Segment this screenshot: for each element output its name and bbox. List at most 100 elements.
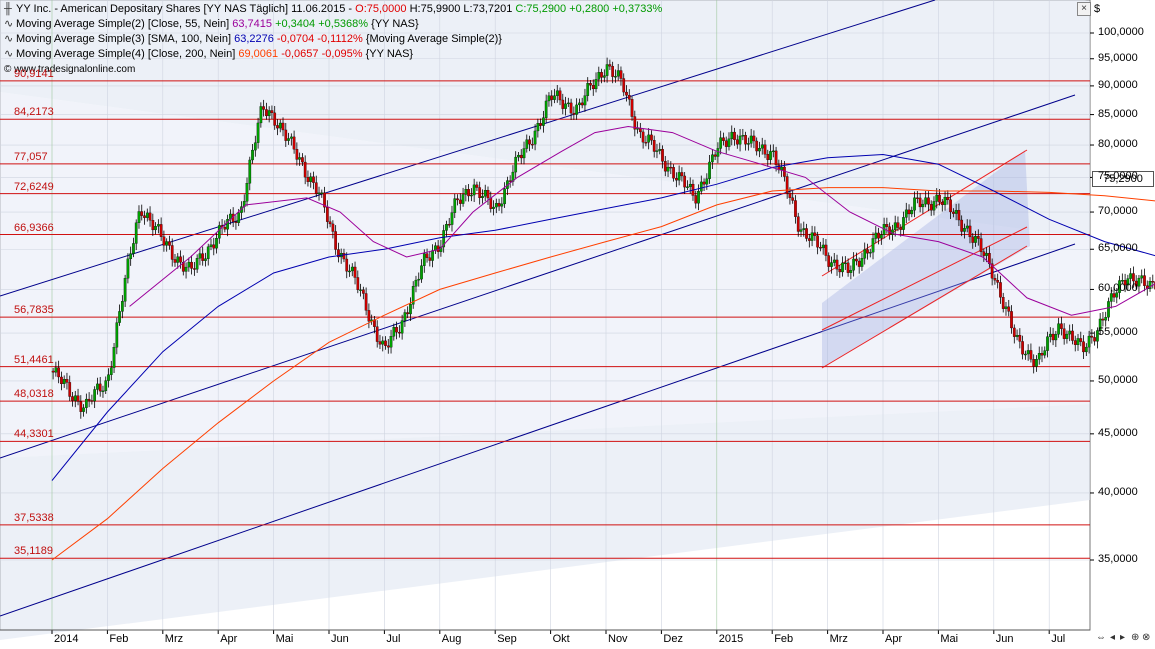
candle bbox=[688, 183, 692, 187]
candle bbox=[913, 197, 916, 211]
y-tick-label: 70,0000 bbox=[1098, 205, 1138, 218]
scroll-left-icon[interactable]: ◂ bbox=[1110, 632, 1116, 643]
zoom-in-icon[interactable]: ⇔ bbox=[1096, 632, 1106, 643]
candle bbox=[154, 226, 157, 231]
candle bbox=[60, 376, 63, 385]
candle bbox=[104, 380, 108, 392]
candle bbox=[306, 176, 310, 182]
candle bbox=[965, 225, 969, 229]
candle bbox=[312, 176, 315, 183]
candle bbox=[597, 72, 601, 80]
zoom-out-icon[interactable]: ⊕ bbox=[1131, 632, 1140, 643]
candle bbox=[766, 154, 770, 160]
candle bbox=[157, 224, 160, 227]
x-tick-label: Nov bbox=[608, 633, 628, 645]
candle bbox=[151, 220, 155, 231]
candle bbox=[996, 280, 1000, 283]
candle bbox=[974, 236, 977, 243]
indicator-icon: ∿ bbox=[4, 33, 14, 45]
candle bbox=[467, 189, 470, 197]
candle bbox=[492, 206, 495, 209]
candle bbox=[51, 370, 55, 373]
candle bbox=[622, 78, 626, 93]
candle bbox=[1040, 353, 1044, 356]
candle bbox=[1012, 327, 1016, 337]
candle bbox=[771, 150, 775, 153]
candle bbox=[680, 172, 684, 177]
candle bbox=[71, 396, 74, 401]
candle bbox=[929, 204, 933, 211]
candle bbox=[938, 194, 941, 203]
candle bbox=[614, 76, 617, 78]
candle bbox=[248, 159, 252, 184]
candle bbox=[630, 99, 634, 117]
y-tick-label: 75,0000 bbox=[1098, 170, 1138, 183]
candle bbox=[1104, 317, 1108, 321]
candle bbox=[406, 312, 410, 315]
candle bbox=[1043, 350, 1047, 356]
candle bbox=[669, 166, 673, 169]
candle bbox=[57, 367, 60, 378]
indicator-icon: ∿ bbox=[4, 18, 14, 30]
candle bbox=[359, 289, 362, 291]
candle bbox=[672, 167, 675, 179]
candle bbox=[893, 222, 897, 231]
expand-icon[interactable]: ⊗ bbox=[1142, 632, 1151, 643]
x-tick-label: Jul bbox=[1051, 633, 1066, 645]
candle bbox=[431, 250, 434, 261]
candle bbox=[251, 149, 254, 161]
last-price-label: 75,2900 bbox=[1092, 171, 1154, 187]
y-tick-label: 55,0000 bbox=[1098, 326, 1138, 339]
candle bbox=[68, 382, 72, 397]
candle bbox=[896, 222, 900, 228]
candle bbox=[1115, 292, 1119, 298]
candle bbox=[843, 262, 847, 265]
candle bbox=[176, 256, 180, 263]
candle bbox=[625, 91, 628, 96]
candle bbox=[253, 142, 257, 151]
candle bbox=[494, 203, 498, 208]
candle bbox=[270, 110, 274, 114]
close-chart-button[interactable]: × bbox=[1077, 2, 1091, 16]
level-label: 48,0318 bbox=[14, 388, 54, 401]
candle bbox=[907, 209, 911, 215]
candle bbox=[990, 263, 994, 279]
candle bbox=[860, 258, 864, 267]
candle bbox=[788, 192, 792, 198]
candle bbox=[497, 203, 501, 207]
candle bbox=[655, 150, 659, 152]
candle bbox=[514, 156, 518, 173]
candle bbox=[1118, 280, 1121, 293]
candle bbox=[367, 310, 371, 322]
candle bbox=[744, 135, 747, 145]
short-term-channel-fill bbox=[822, 150, 1030, 368]
candle bbox=[162, 236, 166, 246]
candle bbox=[278, 122, 282, 129]
level-label: 84,2173 bbox=[14, 106, 54, 119]
candle bbox=[863, 249, 867, 259]
candle bbox=[824, 244, 828, 256]
candle bbox=[542, 117, 545, 126]
candle bbox=[350, 266, 354, 272]
candle bbox=[84, 398, 88, 408]
candle bbox=[888, 226, 891, 235]
scroll-right-icon[interactable]: ▸ bbox=[1120, 632, 1126, 643]
candle bbox=[686, 186, 689, 188]
candle bbox=[96, 383, 99, 390]
candle bbox=[1143, 275, 1146, 286]
candle bbox=[932, 201, 936, 211]
candle bbox=[946, 196, 950, 200]
candle bbox=[871, 238, 875, 253]
candle bbox=[256, 122, 260, 143]
candle bbox=[774, 150, 778, 166]
candle bbox=[533, 130, 537, 145]
candle bbox=[636, 128, 639, 130]
candle bbox=[954, 210, 958, 214]
y-tick-label: 50,0000 bbox=[1098, 373, 1138, 386]
candle bbox=[713, 154, 717, 157]
candle bbox=[129, 253, 133, 260]
candle bbox=[755, 140, 759, 152]
candle bbox=[165, 241, 169, 246]
candle bbox=[395, 327, 398, 333]
